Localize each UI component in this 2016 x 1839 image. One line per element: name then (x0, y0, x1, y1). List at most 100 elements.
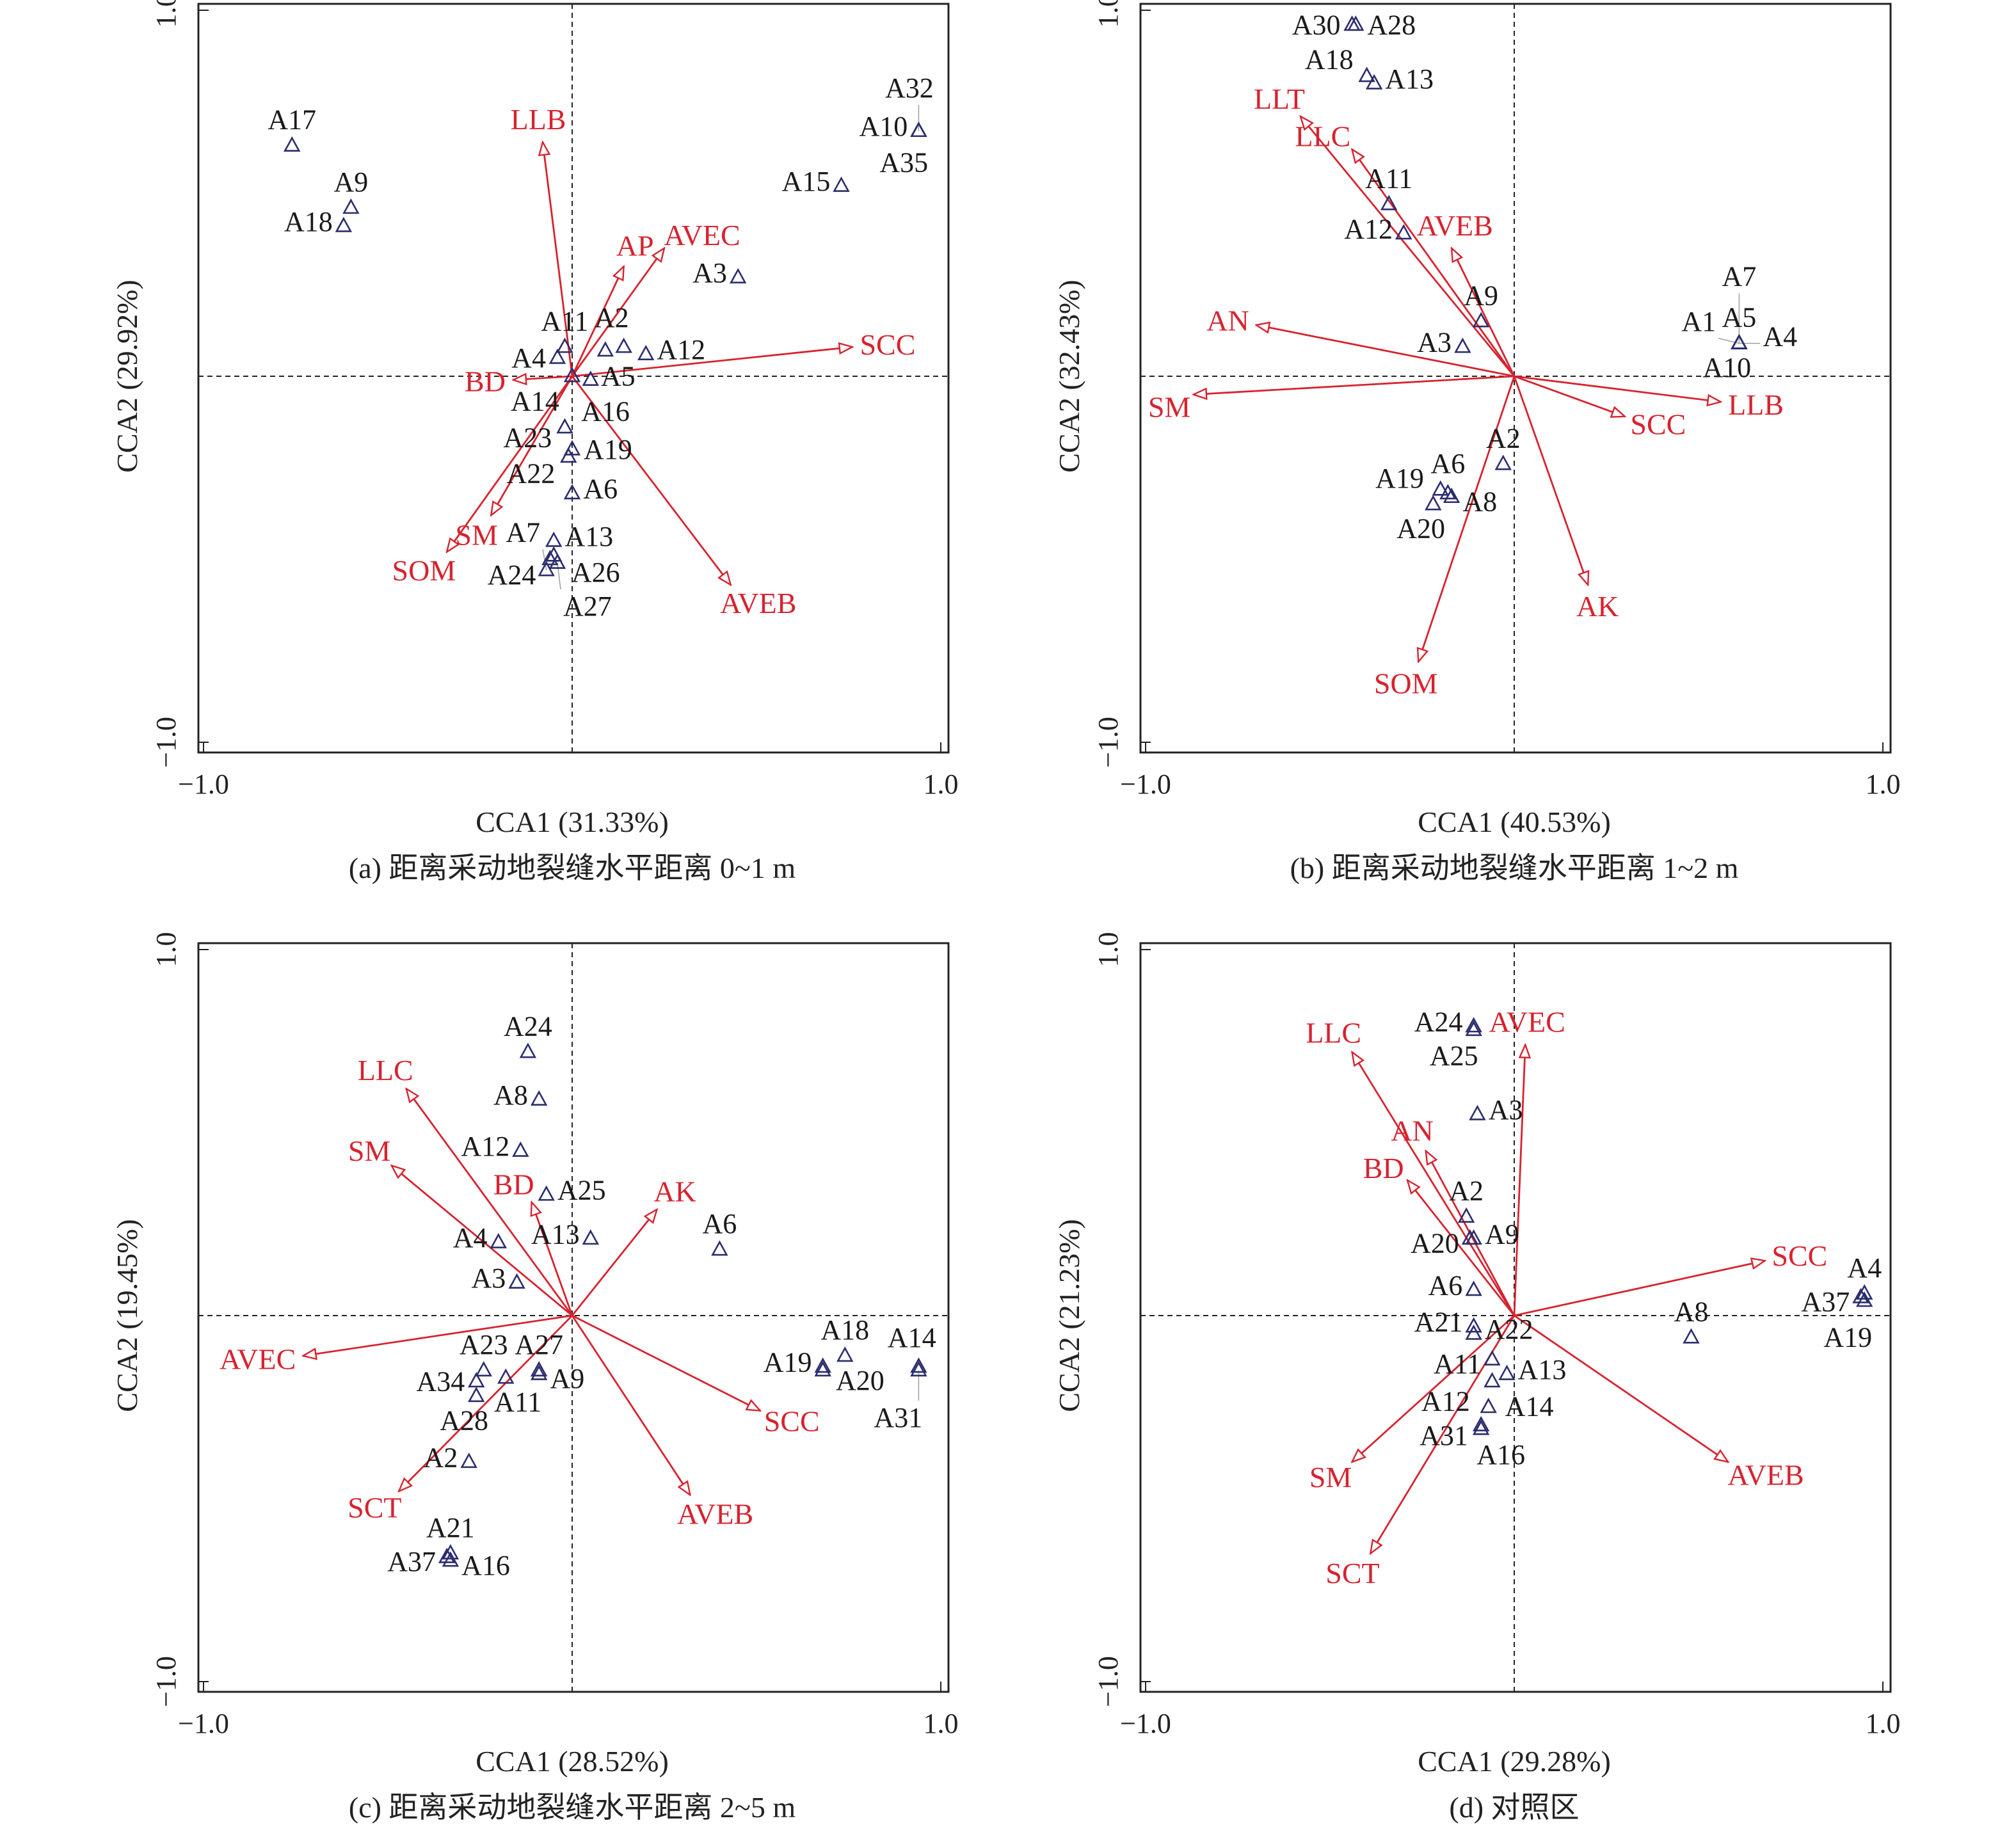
vector-arrow-aveb (1452, 248, 1516, 377)
site-marker (814, 1357, 831, 1373)
site-label: A2 (595, 302, 629, 333)
site-label: A12 (1421, 1385, 1470, 1417)
site-label: A4 (511, 342, 546, 374)
x-tick-label: −1.0 (178, 1708, 229, 1739)
x-tick-label: −1.0 (1120, 768, 1171, 800)
vector-arrow-avec (571, 248, 664, 377)
site-label: A16 (581, 395, 630, 427)
site-marker (468, 1372, 485, 1388)
vector-arrow-an (1426, 1151, 1516, 1316)
site-label: A25 (1430, 1040, 1478, 1072)
panel-b: −1.0 1.0 1.0 −1.0 CCA1 (40.53%) CCA2 (32.43%)… (1053, 0, 1901, 884)
site-label: A37 (387, 1546, 436, 1577)
vector-label: LLT (1254, 83, 1305, 115)
site-marker (530, 1090, 548, 1106)
site-label: A12 (657, 334, 705, 365)
site-marker (538, 561, 555, 577)
site-label: A34 (416, 1365, 465, 1397)
vector-label: SCC (1630, 408, 1686, 441)
site-marker (1457, 1207, 1475, 1223)
vector-label: BD (465, 365, 506, 397)
leader-line (542, 549, 547, 571)
site-label: A14 (888, 1322, 936, 1353)
vector-arrow-ak (571, 1209, 657, 1316)
site-label: A4 (453, 1222, 488, 1254)
site-label: A21 (1414, 1307, 1463, 1338)
site-label: A8 (1674, 1296, 1709, 1327)
site-label: A11 (1365, 163, 1412, 194)
y-tick-label: 1.0 (1092, 932, 1124, 967)
site-marker (1683, 1328, 1700, 1344)
x-tick-label: 1.0 (924, 768, 959, 800)
panel-c: −1.0 1.0 1.0 −1.0 CCA1 (28.52%) CCA2 (19.45%)… (111, 932, 959, 1824)
site-label: A28 (1367, 9, 1416, 40)
site-label: A14 (511, 385, 559, 417)
site-label: A23 (460, 1329, 508, 1360)
site-label: A31 (1420, 1420, 1468, 1451)
site-label: A6 (703, 1208, 737, 1239)
site-label: A25 (557, 1175, 606, 1206)
vector-arrow-an (1256, 325, 1515, 378)
vector-label: LLB (511, 103, 566, 136)
site-marker (563, 367, 581, 383)
site-label: A18 (1305, 44, 1354, 75)
vector-label: AVEC (1489, 1006, 1565, 1039)
site-label: A27 (515, 1329, 563, 1360)
site-label: A16 (1476, 1439, 1525, 1470)
site-label: A21 (426, 1512, 475, 1543)
site-marker (637, 344, 655, 360)
y-tick-label: −1.0 (1092, 717, 1124, 768)
vector-arrow-som (447, 376, 573, 552)
site-marker (1465, 1317, 1482, 1333)
site-marker (1425, 495, 1442, 511)
x-axis-label: CCA1 (31.33%) (476, 806, 669, 838)
panel-d: −1.0 1.0 1.0 −1.0 CCA1 (29.28%) CCA2 (21.23%)… (1053, 932, 1901, 1824)
site-marker (1365, 74, 1383, 90)
site-marker (910, 1361, 927, 1377)
site-label: A9 (550, 1363, 584, 1394)
site-label: A11 (494, 1387, 541, 1418)
site-marker (836, 1346, 854, 1362)
vector-label: AVEB (1727, 1459, 1804, 1492)
site-label: A19 (764, 1347, 812, 1378)
y-tick-label: −1.0 (150, 717, 182, 768)
site-marker (1465, 1021, 1482, 1037)
plot-frame (1139, 942, 1892, 1693)
site-label: A20 (1396, 513, 1445, 545)
y-axis-label: CCA2 (32.43%) (1053, 280, 1085, 473)
site-marker (1432, 480, 1449, 496)
site-marker (1498, 1364, 1516, 1380)
site-marker (1852, 1287, 1869, 1303)
vector-arrow-llc (1352, 149, 1516, 377)
vector-label: SM (1148, 391, 1190, 424)
site-marker (1443, 488, 1460, 504)
site-marker (545, 531, 563, 547)
site-label: A7 (506, 516, 540, 548)
site-marker (1465, 1229, 1482, 1245)
site-marker (910, 1357, 927, 1373)
site-marker (1358, 67, 1375, 83)
site-marker (442, 1551, 460, 1567)
vector-arrow-scc (1514, 1261, 1765, 1317)
site-label: A37 (1802, 1286, 1850, 1318)
site-label: A19 (1375, 463, 1424, 494)
panel-caption: (a) 距离采动地裂缝水平距离 0~1 m (349, 852, 796, 884)
site-marker (468, 1387, 485, 1403)
site-label: A5 (1722, 302, 1756, 333)
vector-arrow-llt (1300, 116, 1516, 377)
site-label: A9 (1485, 1218, 1519, 1250)
plot-frame (197, 3, 950, 754)
vector-label: BD (493, 1168, 534, 1201)
vector-arrow-scc (572, 1314, 760, 1411)
vector-arrow-ap (571, 266, 624, 377)
site-marker (1856, 1284, 1873, 1300)
vector-arrow-avec (1513, 1045, 1525, 1316)
site-marker (711, 1240, 728, 1256)
site-marker (1465, 1017, 1482, 1033)
vector-label: SCC (764, 1405, 820, 1437)
vector-label: SCT (1325, 1557, 1379, 1589)
vector-label: SCC (1772, 1239, 1827, 1272)
site-label: A13 (531, 1218, 580, 1250)
vector-label: LLC (1306, 1016, 1361, 1049)
site-label: A13 (564, 521, 613, 552)
